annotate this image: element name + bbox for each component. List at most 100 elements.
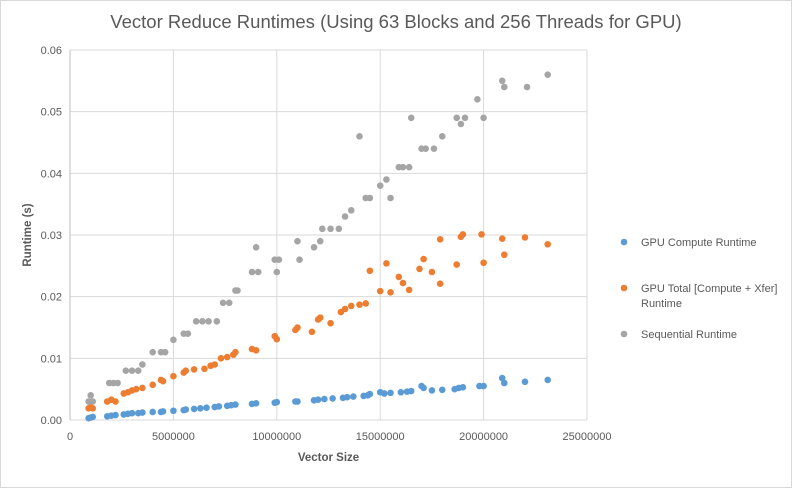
data-point (149, 348, 157, 356)
data-point (134, 367, 142, 374)
series-2 (85, 71, 552, 405)
x-tick-label: 10000000 (252, 431, 301, 443)
data-point (335, 225, 343, 233)
data-point (232, 401, 239, 408)
legend-label: GPU Total [Compute + Xfer] (641, 283, 777, 295)
data-point (211, 361, 219, 368)
data-point (199, 318, 206, 325)
data-point (387, 389, 394, 397)
data-point (122, 367, 130, 374)
data-point (128, 367, 136, 374)
data-point (366, 390, 374, 398)
data-point (161, 348, 169, 356)
data-point (215, 403, 223, 410)
data-point (149, 381, 157, 389)
data-point (217, 355, 225, 362)
data-point (376, 287, 384, 295)
data-point (420, 384, 427, 392)
data-point (356, 133, 363, 140)
data-point (184, 330, 192, 337)
data-point (498, 235, 506, 242)
data-point (327, 319, 334, 327)
data-point (114, 379, 121, 387)
data-point (190, 366, 198, 373)
data-point (273, 398, 281, 406)
data-point (87, 392, 94, 399)
data-point (376, 182, 384, 189)
data-point (430, 145, 438, 152)
chart-title: Vector Reduce Runtimes (Using 63 Blocks … (110, 11, 682, 32)
x-tick-label: 5000000 (152, 431, 195, 443)
data-point (294, 324, 301, 331)
data-point (112, 398, 119, 405)
data-point (196, 404, 204, 412)
y-tick-label: 0.03 (41, 230, 62, 242)
data-point (405, 286, 413, 294)
data-point (182, 367, 190, 374)
data-point (219, 299, 227, 307)
data-point (89, 398, 97, 405)
data-point (428, 268, 436, 276)
data-point (387, 194, 394, 202)
data-point (341, 305, 349, 313)
data-point (544, 240, 552, 248)
data-point (149, 408, 157, 416)
data-point (453, 114, 461, 122)
data-point (89, 413, 97, 421)
series-1 (85, 231, 552, 412)
data-point (314, 396, 322, 403)
y-tick-label: 0.04 (41, 168, 62, 180)
data-point (407, 387, 415, 395)
data-point (480, 114, 487, 122)
data-point (316, 314, 324, 321)
data-point (316, 237, 324, 245)
data-point (407, 114, 415, 122)
legend: GPU Compute Runtime GPU Total [Compute + … (620, 237, 777, 341)
data-point (500, 251, 508, 259)
data-point (395, 273, 403, 281)
data-point (273, 268, 281, 276)
data-point (521, 234, 529, 241)
data-point (329, 395, 336, 402)
data-point (366, 267, 374, 275)
data-point (544, 71, 552, 78)
data-point (399, 279, 407, 287)
data-point (350, 393, 357, 400)
data-point (310, 244, 318, 251)
data-point (170, 372, 177, 380)
data-point (308, 328, 316, 336)
data-point (294, 398, 301, 405)
grid (70, 49, 588, 421)
data-point (89, 404, 97, 412)
x-tick-labels: 0 5000000 10000000 15000000 20000000 25000000 (67, 431, 612, 443)
data-point (252, 347, 260, 354)
data-point (205, 318, 212, 325)
legend-label: GPU Compute Runtime (641, 237, 757, 249)
data-point (453, 261, 461, 268)
data-point (399, 163, 407, 171)
data-point (459, 384, 467, 391)
data-point (275, 256, 283, 263)
y-tick-label: 0.01 (41, 353, 62, 365)
data-point (498, 77, 506, 85)
data-point (252, 400, 260, 407)
data-point (362, 300, 370, 307)
data-point (521, 378, 529, 386)
data-point (500, 379, 508, 387)
y-tick-label: 0.02 (41, 292, 62, 304)
data-point (420, 255, 427, 263)
data-point (500, 83, 508, 91)
data-point (498, 374, 506, 382)
data-point (343, 393, 351, 401)
data-point (327, 225, 334, 233)
data-point (139, 361, 146, 368)
data-point (190, 405, 198, 413)
y-tick-label: 0.05 (41, 107, 62, 119)
data-point (223, 353, 231, 361)
data-point (254, 268, 262, 276)
data-point (474, 96, 481, 103)
data-point (416, 265, 423, 273)
data-point (544, 376, 552, 384)
data-point (273, 335, 281, 343)
